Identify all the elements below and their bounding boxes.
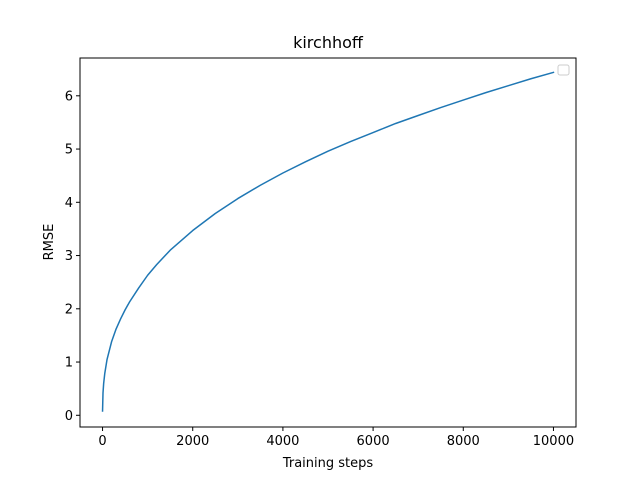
chart-title: kirchhoff — [293, 33, 364, 52]
plot-area: 0 2000 4000 6000 8000 10000 0 1 2 3 4 5 6 — [65, 57, 577, 449]
legend-box — [557, 64, 570, 76]
y-tick-label: 1 — [65, 356, 73, 371]
x-axis-label: Training steps — [282, 456, 374, 471]
y-tick-label: 3 — [65, 249, 73, 264]
series-line — [101, 71, 555, 412]
x-tick-label: 8000 — [447, 434, 480, 449]
y-tick-label: 4 — [65, 196, 73, 211]
plot-frame — [80, 58, 576, 427]
y-tick-label: 5 — [65, 143, 73, 158]
x-tick-label: 6000 — [357, 434, 390, 449]
y-tick-label: 2 — [65, 302, 73, 317]
x-tick-label: 10000 — [533, 434, 574, 449]
axes-border — [79, 57, 577, 428]
x-tick-label: 4000 — [266, 434, 299, 449]
y-axis-label: RMSE — [42, 224, 57, 261]
x-tick-label: 2000 — [176, 434, 209, 449]
y-tick-label: 6 — [65, 89, 73, 104]
y-tick-label: 0 — [65, 409, 73, 424]
x-tick-label: 0 — [98, 434, 106, 449]
